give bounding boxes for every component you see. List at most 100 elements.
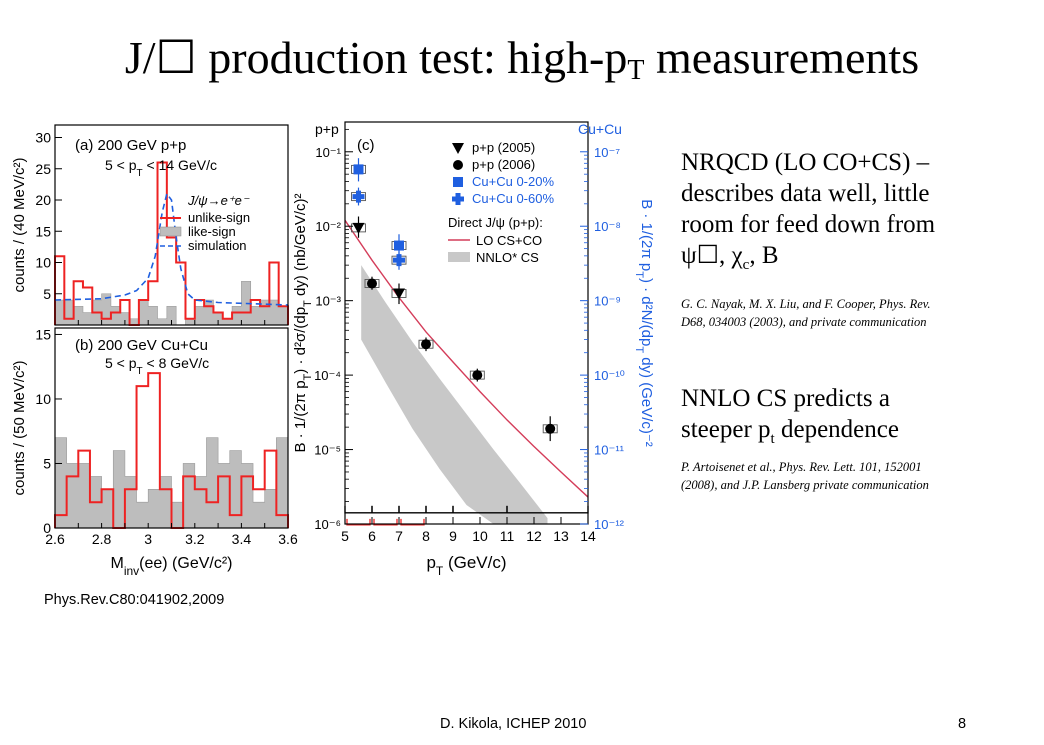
slide-title: J/☐ production test: high-pT measurement… [124,32,920,86]
panel-c-xlabel: pT (GeV/c) [426,553,506,578]
panel-b-ytick-label: 15 [35,326,51,342]
panel-b-label: (b) 200 GeV Cu+Cu [75,337,208,354]
panel-c-legend-entry-cu-cu-0-20-: Cu+Cu 0-20% [472,174,554,189]
panel-c-legend-lo-cs-co: LO CS+CO [476,233,542,248]
panel-b-xtick-label: 3.6 [278,531,298,547]
panel-c-xtick-label: 10 [472,528,488,544]
legend-nnlo-swatch [448,252,470,262]
panel-a-ytick-label: 25 [35,161,51,177]
panel-c-xtick-label: 8 [422,528,430,544]
point-p-p-2006- [421,339,431,350]
bin-bracket-pp [371,505,400,514]
unlike-sign-histogram [54,161,289,326]
panel-c-ytick-label-right: 10⁻¹⁰ [594,368,625,383]
panel-b-ytick-label: 0 [43,520,51,536]
footer-presenter: D. Kikola, ICHEP 2010 [440,716,587,732]
panel-c-ytick-label-right: 10⁻⁹ [594,294,621,309]
panel-b-xtick-label: 3 [144,531,152,547]
panel-b-xtick-label: 2.8 [92,531,112,547]
panel-c: 5 6 7 8 9 10 11 12 13 14 10⁻¹ 10⁻⁷ 10⁻² 10⁻⁸ 10⁻³ 10⁻⁹ 1… [292,121,655,578]
nrqcd-reference-line-2: D68, 034003 (2003), and private communic… [681,315,927,329]
bin-bracket-cucu [400,518,425,526]
panel-a-subtitle: 5 < pT < 14 GeV/c [105,157,217,179]
legend-entry-simulation: simulation [188,238,247,253]
panel-c-xtick-label: 11 [500,528,515,544]
nrqcd-line-2: describes data well, little [681,180,930,207]
panel-b-xtick-label: 2.6 [45,531,65,547]
panel-b-ytick-label: 10 [35,391,51,407]
legend-entry-like-sign: like-sign [188,224,236,239]
panel-a-ytick-label: 15 [35,223,51,239]
bin-bracket-cucu [373,518,398,526]
panel-c-ytick-label-left: 10⁻⁶ [314,517,341,532]
panel-c-label: (c) [357,137,375,154]
point-p-p-2006- [545,423,556,434]
point-cu-cu-0-20- [394,240,404,251]
panel-a-frame [54,124,289,326]
legend-pp2006-marker [453,160,463,170]
panel-c-legend-nnlo-cs: NNLO* CS [476,250,539,265]
panel-a-legend-title: J/ψ→e⁺e⁻ [187,193,250,208]
panel-c-legend-direct-title: Direct J/ψ (p+p): [448,215,543,230]
panel-c-corner-right-label: Cu+Cu [578,121,622,137]
panel-c-xtick-label: 12 [526,528,542,544]
panel-c-xtick-label: 13 [553,528,569,544]
legend-cucu020-marker [453,177,463,187]
nnlo-reference-line-2: (2008), and J.P. Lansberg private commun… [681,478,929,492]
panel-b-xtick-label: 3.4 [232,531,252,547]
nrqcd-note: NRQCD (LO CO+CS) – describes data well, … [681,147,935,281]
panel-c-ytick-label-left: 10⁻³ [315,294,341,309]
unlike-sign-histogram-cucu [54,372,289,529]
panel-b-xlabel: Minv(ee) (GeV/c²) [110,555,232,578]
panel-c-legend-entry-p-p-2005-: p+p (2005) [472,140,535,155]
panel-b-subtitle: 5 < pT < 8 GeV/c [105,355,209,377]
point-p-p-2006- [472,370,483,381]
panel-c-ytick-label-right: 10⁻⁷ [594,145,620,160]
bin-bracket-pp [398,505,427,514]
panel-c-ytick-label-right: 10⁻⁸ [594,219,621,234]
bin-bracket-cucu [346,518,371,526]
panel-c-legend-entry-p-p-2006-: p+p (2006) [472,157,535,172]
panel-c-xtick-label: 9 [449,528,457,544]
panel-c-ytick-label-right: 10⁻¹¹ [594,443,625,458]
nnlo-cs-band [361,265,548,524]
nrqcd-feed-down-sources: ψ☐, χc, B [681,242,779,273]
panel-a-ytick-label: 5 [43,286,51,302]
panel-a-ytick-label: 30 [35,130,51,146]
panel-b: 0 5 10 15 2.6 2.8 3 3.2 3.4 3.6 (b) 200 GeV Cu+Cu5… [11,326,298,578]
panel-a-ytick-label: 10 [35,255,51,271]
panel-b-ylabel: counts / (50 MeV/c²) [11,360,28,495]
panel-c-ytick-label-left: 10⁻⁵ [314,443,341,458]
panel-c-xtick-label: 14 [580,528,596,544]
legend-entry-unlike-sign: unlike-sign [188,210,250,225]
panel-c-xtick-label: 6 [368,528,376,544]
point-cu-cu-0-60- [393,254,405,267]
panel-b-xtick-label: 3.2 [185,531,205,547]
bin-bracket-pp [425,505,454,514]
point-p-p-2006- [367,278,377,289]
page-number: 8 [958,716,967,732]
point-cu-cu-0-60- [352,190,365,203]
nnlo-line-1: NNLO CS predicts a [681,385,890,412]
panel-c-xtick-label: 7 [395,528,403,544]
point-p-p-2005- [352,222,365,234]
simulation-curve [54,191,289,306]
panel-a-ylabel: counts / (40 MeV/c²) [11,157,28,292]
panel-c-ytick-label-left: 10⁻² [315,219,341,234]
panel-a-label: (a) 200 GeV p+p [75,137,186,154]
point-cu-cu-0-20- [353,164,364,175]
panel-c-xtick-label: 5 [341,528,349,544]
nnlo-reference-line-1: P. Artoisenet et al., Phys. Rev. Lett. 1… [681,460,922,474]
panel-c-ylabel-right: B · 1/(2π pT) · d²N/(dpT dy) (GeV/c)⁻² [633,199,655,447]
like-sign-histogram [54,280,289,326]
legend-pp2005-marker [452,143,464,154]
point-p-p-2005- [393,288,405,300]
bin-bracket-pp [344,505,373,514]
panel-c-ytick-label-left: 10⁻¹ [315,145,341,160]
panel-a-ytick-label: 20 [35,192,51,208]
nrqcd-line-3: room for feed down from [681,211,936,238]
nnlo-line-2: steeper pt dependence [681,416,899,447]
nnlo-reference: P. Artoisenet et al., Phys. Rev. Lett. 1… [681,458,929,494]
lo-cs-co-curve [344,219,589,498]
